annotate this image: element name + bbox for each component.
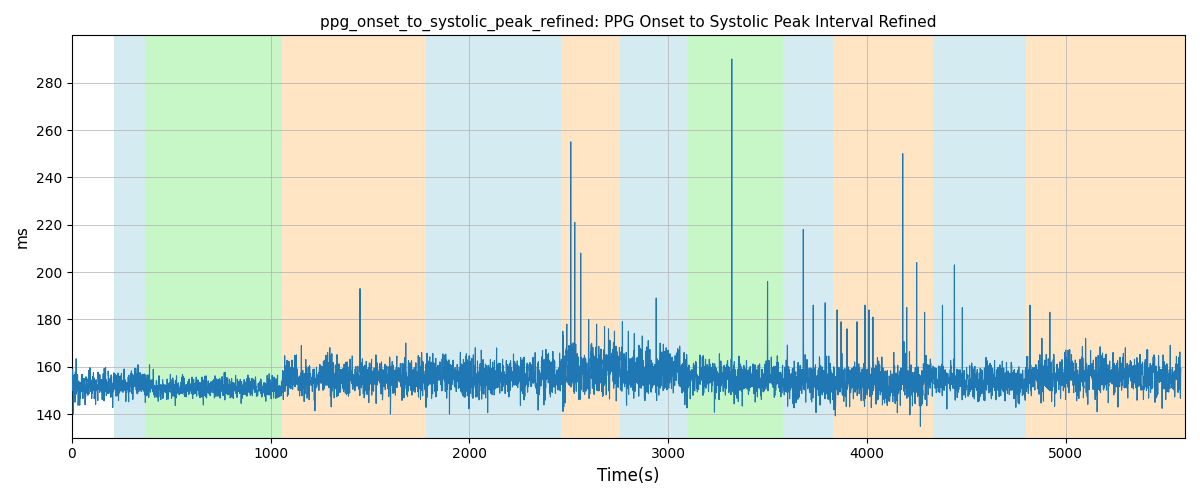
Bar (145, 36, 282, 438)
Bar (1026, 36, 1186, 438)
Y-axis label: ms: ms (14, 225, 30, 248)
Bar (560, 36, 620, 438)
Bar (620, 36, 688, 438)
Bar (282, 36, 426, 438)
Bar (932, 36, 1026, 438)
Bar (426, 36, 560, 438)
Bar (833, 36, 932, 438)
Bar (784, 36, 833, 438)
Title: ppg_onset_to_systolic_peak_refined: PPG Onset to Systolic Peak Interval Refined: ppg_onset_to_systolic_peak_refined: PPG … (320, 15, 937, 31)
Bar (688, 36, 784, 438)
X-axis label: Time(s): Time(s) (598, 467, 660, 485)
Bar (114, 36, 145, 438)
